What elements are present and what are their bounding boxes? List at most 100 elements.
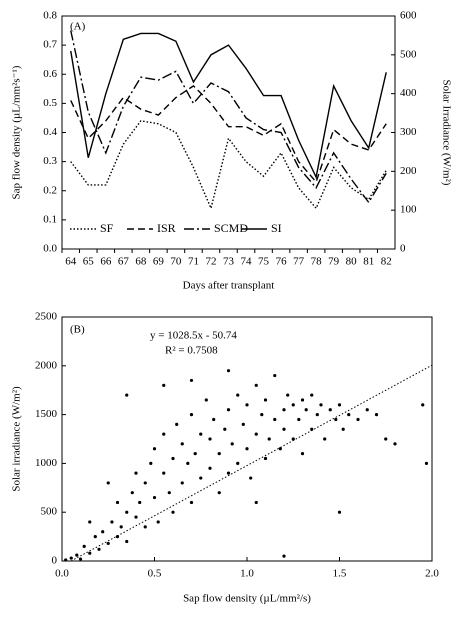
scatter-point <box>175 422 179 426</box>
scatter-point <box>97 547 101 551</box>
scatter-point <box>421 403 425 407</box>
y-tick-label: 0.5 <box>43 97 57 109</box>
y-tick-label: 0.3 <box>43 155 57 167</box>
scatter-point <box>341 427 345 431</box>
legend-label: ISR <box>157 221 176 235</box>
y-tick-label: 1000 <box>35 457 58 469</box>
scatter-point <box>297 417 301 422</box>
x-tick-label: 75 <box>258 256 270 268</box>
x-tick-label: 68 <box>135 256 147 268</box>
scatter-point <box>254 383 258 387</box>
scatter-point <box>115 500 120 505</box>
scatter-point <box>189 413 194 417</box>
scatter-point <box>374 413 379 417</box>
scatter-point <box>226 408 231 412</box>
y2-tick-label: 200 <box>400 165 417 177</box>
x-axis-title: Sap flow density (µL/mm²/s) <box>183 593 311 605</box>
scatter-point <box>186 461 190 465</box>
y2-tick-label: 300 <box>400 126 417 138</box>
y-tick-label: 0.1 <box>43 213 57 225</box>
y-tick-label: 0.7 <box>43 39 57 51</box>
scatter-point <box>125 393 129 397</box>
y-tick-label: 500 <box>41 506 58 518</box>
scatter-point <box>365 408 369 412</box>
scatter-point <box>291 403 295 407</box>
scatter-point <box>282 427 286 431</box>
scatter-point <box>267 437 271 441</box>
scatter-point <box>254 432 258 436</box>
x-tick-label: 81 <box>363 256 374 268</box>
scatter-point <box>300 398 305 402</box>
scatter-point <box>193 452 197 456</box>
scatter-point <box>69 556 73 560</box>
scatter-point <box>149 461 153 465</box>
scatter-point <box>249 476 253 480</box>
scatter-point <box>310 393 314 397</box>
scatter-point <box>162 432 166 436</box>
scatter-point <box>101 530 105 534</box>
x-tick-label: 66 <box>100 256 112 268</box>
scatter-point <box>273 373 277 378</box>
y2-axis-title: Solar Irradiance (W/m²) <box>440 80 452 186</box>
scatter-point <box>212 417 216 422</box>
legend-label: SCMD <box>214 221 248 235</box>
y-axis-title: Sap flow density (µL/mm²s⁻¹) <box>11 65 23 199</box>
scatter-point <box>323 437 327 441</box>
scatter-point <box>236 393 240 397</box>
x-tick-label: 74 <box>241 256 253 268</box>
scatter-point <box>199 432 203 436</box>
scatter-point <box>75 553 79 557</box>
scatter-point <box>319 403 323 407</box>
scatter-point <box>119 525 123 529</box>
scatter-point <box>230 442 234 446</box>
equation: y = 1028.5x - 50.74 <box>150 330 237 342</box>
series-line <box>70 85 387 184</box>
scatter-point <box>134 515 138 519</box>
x-tick-label: 0.5 <box>148 568 162 580</box>
x-tick-label: 80 <box>346 256 358 268</box>
scatter-point <box>143 481 147 485</box>
scatter-point <box>278 447 282 451</box>
scatter-point <box>125 539 129 544</box>
scatter-point <box>282 408 286 412</box>
x-tick-label: 79 <box>328 256 340 268</box>
scatter-point <box>138 500 142 505</box>
series-line <box>70 30 387 204</box>
scatter-point <box>226 471 231 475</box>
scatter-point <box>208 466 212 470</box>
x-tick-label: 73 <box>223 256 235 268</box>
panel-label: (A) <box>70 21 86 33</box>
scatter-point <box>88 520 92 524</box>
y-tick-label: 0 <box>52 555 58 567</box>
y-tick-label: 0.0 <box>43 243 57 255</box>
scatter-point <box>171 510 175 514</box>
y-tick-label: 0.6 <box>43 68 57 80</box>
x-tick-label: 1.5 <box>333 568 347 580</box>
x-tick-label: 76 <box>276 256 288 268</box>
scatter-point <box>223 427 227 431</box>
x-tick-label: 2.0 <box>425 568 439 580</box>
scatter-point <box>263 398 268 402</box>
scatter-point <box>273 417 277 422</box>
scatter-point <box>291 437 295 441</box>
plot-frame <box>61 15 396 250</box>
scatter-point <box>217 452 221 456</box>
legend-label: SF <box>100 221 114 235</box>
scatter-point <box>356 417 360 422</box>
scatter-point <box>286 393 290 397</box>
scatter-point <box>424 461 429 465</box>
x-axis-title: Days after transplant <box>183 280 275 292</box>
x-tick-label: 69 <box>153 256 165 268</box>
scatter-point <box>167 491 171 495</box>
scatter-point <box>125 510 129 514</box>
y2-tick-label: 600 <box>400 10 417 22</box>
scatter-point <box>199 476 203 480</box>
scatter-point <box>110 520 114 524</box>
series-line <box>70 32 387 180</box>
x-tick-label: 1.0 <box>240 568 254 580</box>
scatter-point <box>152 495 157 500</box>
x-tick-label: 65 <box>83 256 95 268</box>
scatter-point <box>64 558 68 562</box>
y-tick-label: 2000 <box>35 359 58 371</box>
